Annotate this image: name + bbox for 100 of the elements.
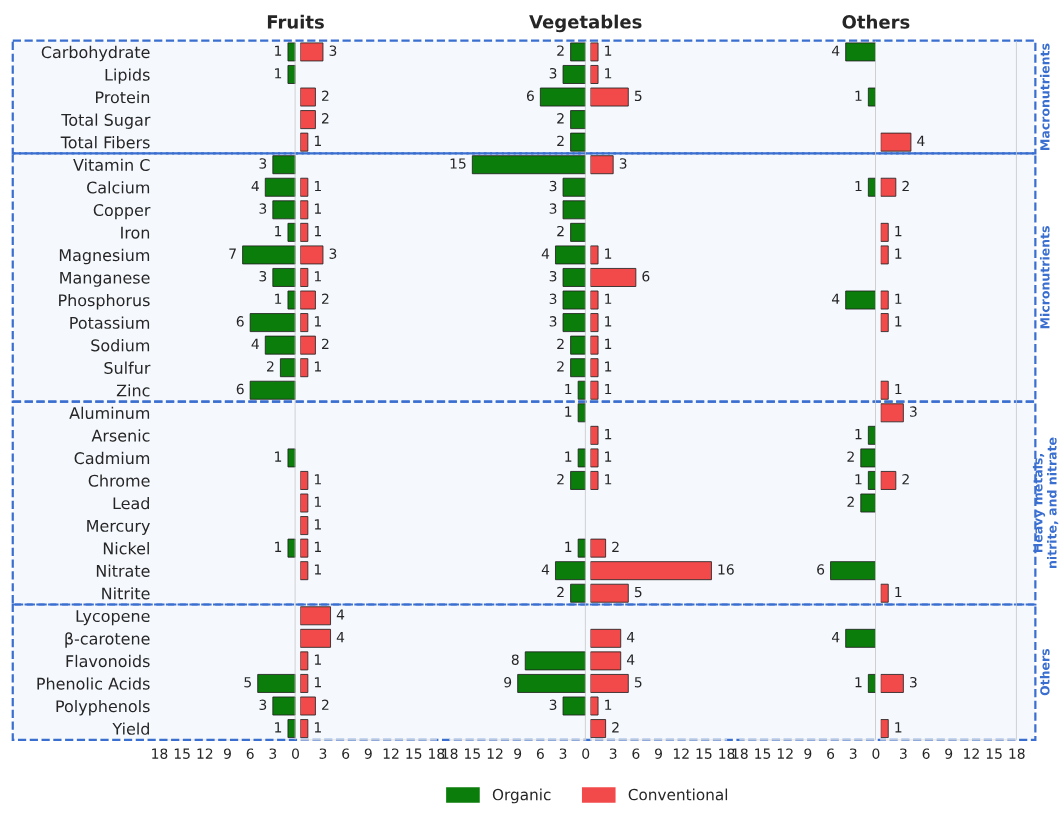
x-tick-label: 12 — [777, 748, 793, 759]
y-tick-label: Sodium — [91, 339, 150, 352]
y-tick-label: Sulfur — [104, 361, 151, 374]
data-label: 1 — [605, 293, 612, 304]
data-label: 2 — [557, 225, 564, 237]
data-label: 4 — [541, 564, 550, 575]
data-label: 1 — [314, 519, 321, 530]
y-tick-label: Lycopene — [76, 610, 150, 626]
data-label: 3 — [549, 203, 557, 214]
data-label: 1 — [275, 226, 282, 237]
data-label: 6 — [817, 564, 825, 575]
y-tick-label: Cadmium — [74, 451, 150, 465]
x-tick-label: 6 — [632, 748, 640, 759]
data-label: 3 — [549, 270, 557, 282]
data-label: 1 — [855, 90, 862, 101]
data-label: 2 — [847, 496, 854, 507]
data-label: 1 — [895, 226, 902, 237]
data-label: 1 — [275, 45, 282, 56]
data-label: 1 — [605, 45, 612, 56]
x-tick-label: 12 — [487, 748, 503, 759]
data-label: 6 — [526, 90, 534, 102]
x-tick-label: 3 — [319, 748, 327, 759]
data-label: 2 — [321, 90, 329, 101]
data-label: 1 — [855, 474, 862, 485]
data-label: 2 — [321, 113, 329, 124]
data-label: 3 — [259, 158, 267, 169]
data-label: 1 — [314, 677, 321, 688]
data-label: 2 — [321, 338, 329, 349]
data-label: 6 — [236, 383, 244, 395]
data-label: 8 — [511, 654, 519, 665]
data-label: 1 — [314, 271, 321, 282]
y-tick-label: Arsenic — [91, 429, 150, 442]
y-tick-label: Manganese — [60, 271, 150, 287]
data-label: 1 — [314, 541, 321, 552]
data-label: 1 — [314, 564, 321, 575]
band-label: Heavy metals, nitrite, and nitrate — [1032, 437, 1059, 568]
y-tick-label: Total Fibers — [60, 136, 150, 149]
x-tick-label: 6 — [342, 748, 350, 759]
x-tick-label: 15 — [755, 748, 771, 759]
data-label: 3 — [549, 180, 557, 192]
data-label: 2 — [557, 45, 564, 56]
x-tick-label: 9 — [804, 748, 812, 759]
data-label: 6 — [642, 270, 650, 282]
x-tick-label: 6 — [827, 748, 835, 759]
data-label: 1 — [895, 293, 902, 304]
chart-title: Others — [842, 14, 910, 29]
x-tick-label: 0 — [582, 748, 590, 759]
data-label: 3 — [619, 158, 627, 169]
data-label: 1 — [605, 699, 612, 710]
data-label: 3 — [329, 248, 337, 259]
data-label: 1 — [314, 361, 321, 372]
data-label: 6 — [236, 316, 244, 327]
data-label: 9 — [504, 676, 512, 688]
data-label: 1 — [314, 654, 321, 665]
data-label: 1 — [605, 338, 612, 349]
data-label: 1 — [855, 180, 862, 192]
x-tick-label: 12 — [383, 748, 399, 759]
band-label: Macronutrients — [1039, 43, 1050, 150]
x-tick-label: 15 — [174, 748, 190, 759]
data-label: 2 — [557, 113, 564, 124]
x-tick-label: 18 — [1009, 748, 1025, 759]
band-label: Micronutrients — [1039, 226, 1050, 329]
y-tick-label: Mercury — [87, 519, 150, 535]
data-label: 2 — [612, 722, 619, 733]
data-label: 1 — [275, 68, 282, 79]
data-label: 1 — [314, 722, 321, 733]
data-label: 1 — [895, 248, 902, 259]
data-label: 1 — [605, 383, 612, 395]
data-label: 5 — [634, 586, 642, 598]
data-label: 2 — [557, 135, 564, 146]
data-label: 4 — [626, 632, 635, 643]
y-tick-label: Zinc — [116, 384, 150, 397]
y-tick-label: Aluminum — [69, 406, 150, 420]
data-label: 2 — [557, 338, 564, 349]
y-tick-label: Nitrite — [102, 587, 150, 600]
y-tick-label: Calcium — [87, 181, 150, 194]
x-tick-label: 9 — [364, 748, 372, 759]
x-tick-label: 12 — [964, 748, 979, 759]
x-tick-label: 12 — [197, 748, 213, 759]
y-tick-label: Vitamin C — [73, 158, 150, 171]
data-label: 2 — [557, 473, 564, 485]
data-label: 5 — [244, 677, 251, 688]
data-label: 5 — [634, 90, 642, 102]
x-tick-label: 0 — [292, 748, 300, 759]
data-label: 15 — [450, 158, 466, 169]
data-label: 1 — [565, 383, 572, 395]
data-label: 1 — [314, 474, 321, 485]
data-label: 1 — [275, 722, 282, 733]
data-label: 4 — [831, 293, 840, 304]
data-label: 3 — [549, 68, 557, 79]
y-tick-label: Phenolic Acids — [37, 677, 150, 690]
data-label: 4 — [831, 45, 840, 56]
x-tick-label: 9 — [223, 748, 231, 759]
data-label: 1 — [895, 586, 902, 598]
x-tick-label: 9 — [654, 748, 662, 759]
data-label: 3 — [259, 699, 267, 711]
x-tick-label: 9 — [514, 748, 522, 759]
x-tick-label: 3 — [900, 748, 907, 759]
y-tick-label: Total Sugar — [61, 113, 151, 129]
data-label: 1 — [605, 361, 612, 372]
